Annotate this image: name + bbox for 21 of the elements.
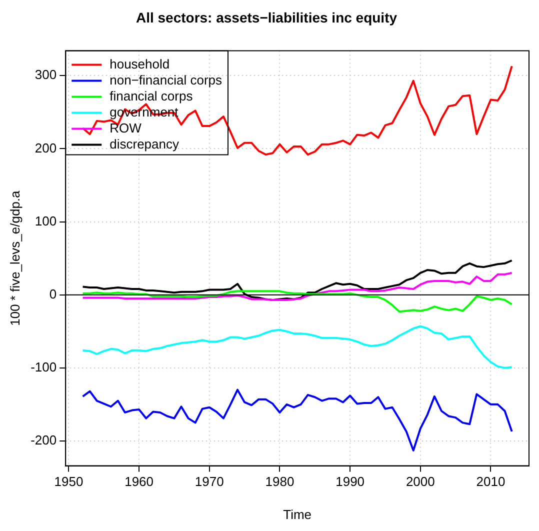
x-tick-label: 1960 <box>124 474 154 490</box>
legend-label: ROW <box>110 120 142 136</box>
y-tick-label: 100 <box>34 213 57 228</box>
chart-title: All sectors: assets−liabilities inc equity <box>136 9 398 26</box>
x-tick-label: 1970 <box>194 474 224 490</box>
legend-label: household <box>110 56 170 72</box>
y-tick-label: 0 <box>49 286 57 302</box>
y-tick-label: -100 <box>30 359 57 374</box>
x-tick-label: 2000 <box>406 474 435 490</box>
y-tick-label: -200 <box>30 432 57 448</box>
x-axis-title: Time <box>283 506 312 522</box>
x-tick-label: 1990 <box>336 474 365 490</box>
y-axis-title: 100 * five_levs_e/gdp.a <box>7 190 22 326</box>
x-tick-label: 1950 <box>54 474 84 490</box>
y-tick-label: 200 <box>34 140 57 156</box>
legend-label: non−financial corps <box>110 72 222 88</box>
legend-label: financial corps <box>110 88 194 104</box>
x-tick-label: 2010 <box>476 474 506 490</box>
legend-label: discrepancy <box>110 136 180 152</box>
y-tick-label: 300 <box>34 67 57 82</box>
x-tick-label: 1980 <box>265 474 294 490</box>
